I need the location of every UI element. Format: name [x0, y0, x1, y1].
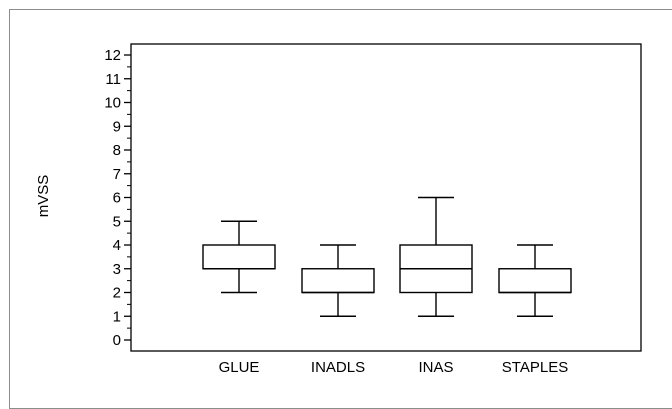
y-tick-label-4: 4 [113, 237, 121, 254]
box-staples [498, 268, 572, 294]
x-tick-label-glue: GLUE [219, 359, 260, 376]
box-glue [202, 244, 276, 270]
y-tick-label-6: 6 [113, 190, 121, 207]
y-tick-label-12: 12 [104, 47, 121, 64]
y-tick-label-3: 3 [113, 261, 121, 278]
y-tick-label-2: 2 [113, 285, 121, 302]
y-axis-title: mVSS [35, 175, 52, 218]
x-tick-label-inas: INAS [418, 359, 453, 376]
y-tick-label-8: 8 [113, 142, 121, 159]
y-tick-label-7: 7 [113, 166, 121, 183]
y-tick-label-1: 1 [113, 308, 121, 325]
y-tick-label-11: 11 [105, 71, 121, 88]
y-tick-label-0: 0 [113, 332, 121, 349]
x-tick-label-inadls: INADLS [311, 359, 365, 376]
y-tick-label-10: 10 [104, 95, 121, 112]
box-inadls [301, 268, 375, 294]
plot-border [130, 43, 642, 352]
y-tick-label-9: 9 [113, 118, 121, 135]
x-tick-label-staples: STAPLES [502, 359, 568, 376]
y-tick-label-5: 5 [113, 213, 121, 230]
